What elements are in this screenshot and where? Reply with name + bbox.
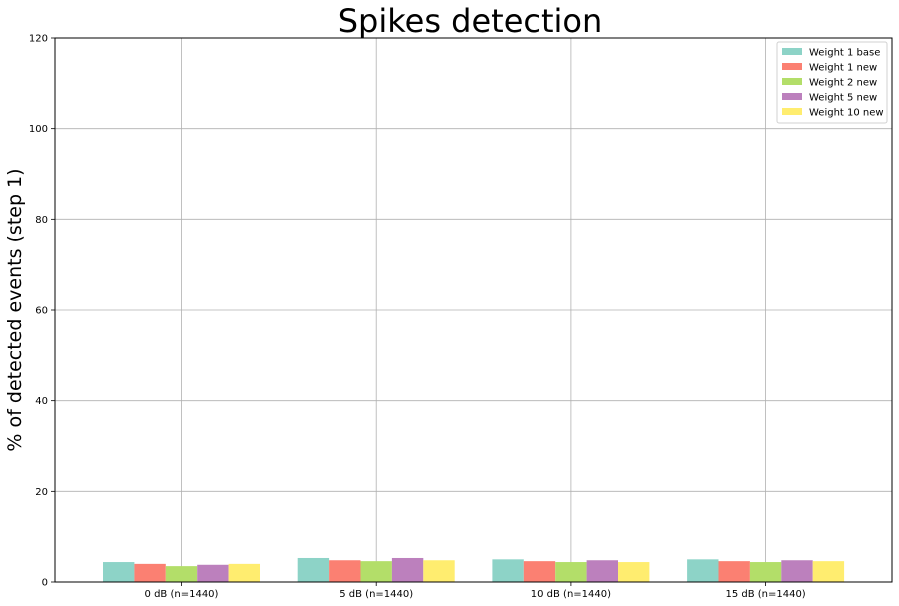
bar (555, 562, 587, 582)
y-tick-label: 120 (29, 34, 48, 45)
bar (586, 560, 618, 582)
legend-swatch (782, 108, 802, 115)
bar (103, 562, 135, 582)
x-tick-label: 0 dB (n=1440) (145, 589, 219, 600)
bar (360, 561, 392, 582)
bar (749, 562, 782, 582)
bar (297, 557, 330, 582)
x-tick-label: 10 dB (n=1440) (531, 589, 611, 600)
bar (228, 563, 260, 582)
bar (423, 560, 455, 582)
legend-entry: Weight 1 base (809, 48, 880, 59)
y-tick-label: 40 (35, 396, 48, 407)
y-tick-label: 60 (35, 306, 48, 317)
y-tick-label: 20 (35, 487, 48, 498)
legend-entry: Weight 1 new (809, 63, 877, 74)
y-tick-label: 80 (35, 215, 48, 226)
bar (329, 560, 361, 582)
bar (687, 559, 719, 582)
legend-swatch (782, 63, 802, 70)
bar (812, 561, 845, 582)
chart-title: Spikes detection (338, 2, 603, 40)
bars (103, 557, 845, 582)
bar (197, 564, 229, 582)
bar (391, 557, 424, 582)
legend-entry: Weight 5 new (809, 93, 877, 104)
legend-box (776, 41, 888, 124)
bar (165, 566, 198, 582)
legend-entry: Weight 10 new (809, 108, 884, 119)
x-axis-ticks: 0 dB (n=1440) 5 dB (n=1440) 10 dB (n=1440)… (145, 582, 806, 600)
legend-swatch (782, 78, 802, 85)
bar (523, 561, 556, 582)
bar (134, 563, 166, 582)
legend: Weight 1 base Weight 1 new Weight 2 new Wei… (776, 41, 888, 124)
x-tick-label: 15 dB (n=1440) (725, 589, 805, 600)
bar (781, 560, 813, 582)
y-axis-ticks: 0 20 40 60 80 100 120 (29, 34, 55, 589)
y-tick-label: 0 (42, 578, 48, 589)
legend-swatch (782, 93, 802, 100)
x-tick-label: 5 dB (n=1440) (339, 589, 413, 600)
y-axis-label: % of detected events (step 1) (4, 168, 26, 451)
bar (618, 562, 650, 582)
bar (718, 561, 750, 582)
y-tick-label: 100 (29, 124, 48, 135)
legend-entry: Weight 2 new (809, 78, 877, 89)
bar (492, 559, 524, 582)
legend-swatch (782, 48, 802, 55)
